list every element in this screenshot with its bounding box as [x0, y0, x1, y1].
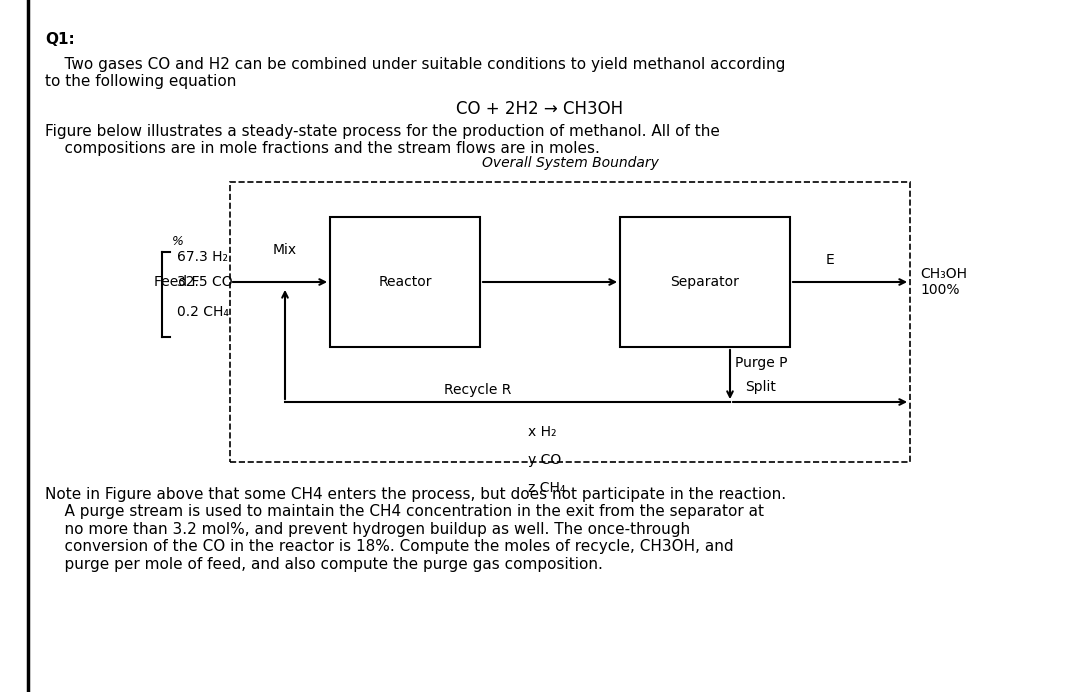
Text: y CO: y CO	[527, 453, 561, 467]
Bar	[330, 217, 480, 347]
Text: x H₂: x H₂	[527, 425, 556, 439]
Text: Reactor: Reactor	[378, 275, 432, 289]
Bar	[620, 217, 789, 347]
Text: Separator: Separator	[671, 275, 740, 289]
Text: Two gases CO and H2 can be combined under suitable conditions to yield methanol : Two gases CO and H2 can be combined unde…	[45, 57, 785, 89]
Text: Split: Split	[745, 380, 775, 394]
Text: CH₃OH
100%: CH₃OH 100%	[920, 267, 967, 297]
Text: Note in Figure above that some CH4 enters the process, but does not participate : Note in Figure above that some CH4 enter…	[45, 487, 786, 572]
Text: Overall System Boundary: Overall System Boundary	[482, 156, 659, 170]
Text: %: %	[172, 235, 184, 248]
Text: Feed F: Feed F	[154, 275, 200, 289]
Text: Recycle R: Recycle R	[444, 383, 511, 397]
Text: Figure below illustrates a steady-state process for the production of methanol. : Figure below illustrates a steady-state …	[45, 124, 720, 156]
Bar	[230, 182, 910, 462]
Text: z CH₄: z CH₄	[527, 481, 565, 495]
Text: CO + 2H2 → CH3OH: CO + 2H2 → CH3OH	[457, 100, 623, 118]
Text: 67.3 H₂: 67.3 H₂	[177, 250, 228, 264]
Text: Purge P: Purge P	[735, 356, 787, 370]
Text: E: E	[825, 253, 835, 267]
Text: Q1:: Q1:	[45, 32, 75, 47]
Text: Mix: Mix	[273, 243, 297, 257]
Text: 0.2 CH₄: 0.2 CH₄	[177, 305, 229, 319]
Text: 32.5 CO: 32.5 CO	[177, 275, 232, 289]
